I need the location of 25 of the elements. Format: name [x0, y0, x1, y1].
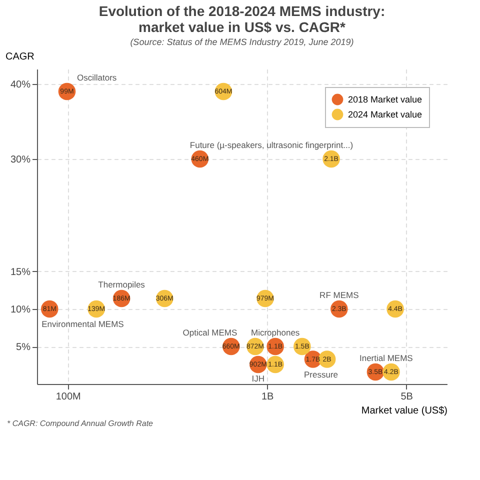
annotation: Thermopiles — [98, 280, 145, 290]
annotation: Environmental MEMS — [42, 319, 124, 329]
x-tick-label: 1B — [261, 392, 274, 402]
x-tick-label: 100M — [56, 392, 81, 402]
text: * CAGR: Compound Annual Growth Rate — [7, 419, 154, 428]
annotation: Microphones — [250, 328, 300, 338]
annotation: Pressure — [304, 369, 338, 380]
y-tick-label: 10% — [10, 304, 31, 316]
x-axis-title: Market value (US$) — [361, 406, 448, 416]
annotation: Future (µ-speakers, ultrasonic fingerprint...) — [190, 140, 354, 150]
annotation: IJH — [252, 374, 265, 384]
annotation: Optical MEMS — [182, 328, 238, 338]
y-tick-label: 15% — [10, 267, 31, 278]
x-tick-label: 5B — [400, 392, 414, 402]
y-axis-title: CAGR — [6, 52, 34, 62]
y-tick-label: 5% — [16, 342, 31, 353]
chart-title: Evolution of the 2018-2024 MEMS industry: market value in US$ vs. CAGR* — [98, 3, 386, 35]
y-tick-label: 40% — [10, 80, 31, 90]
annotation: Oscillators — [76, 72, 117, 82]
legend-label: 2018 Market value — [348, 94, 422, 104]
chart-subtitle: (Source: Status of the MEMS Industry 2019, June 2019) — [130, 37, 354, 47]
legend-label: 2024 Market value — [348, 110, 422, 120]
y-tick-label: 30% — [10, 154, 31, 166]
annotation: RF MEMS — [320, 290, 360, 300]
annotation: Inertial MEMS — [359, 353, 414, 363]
